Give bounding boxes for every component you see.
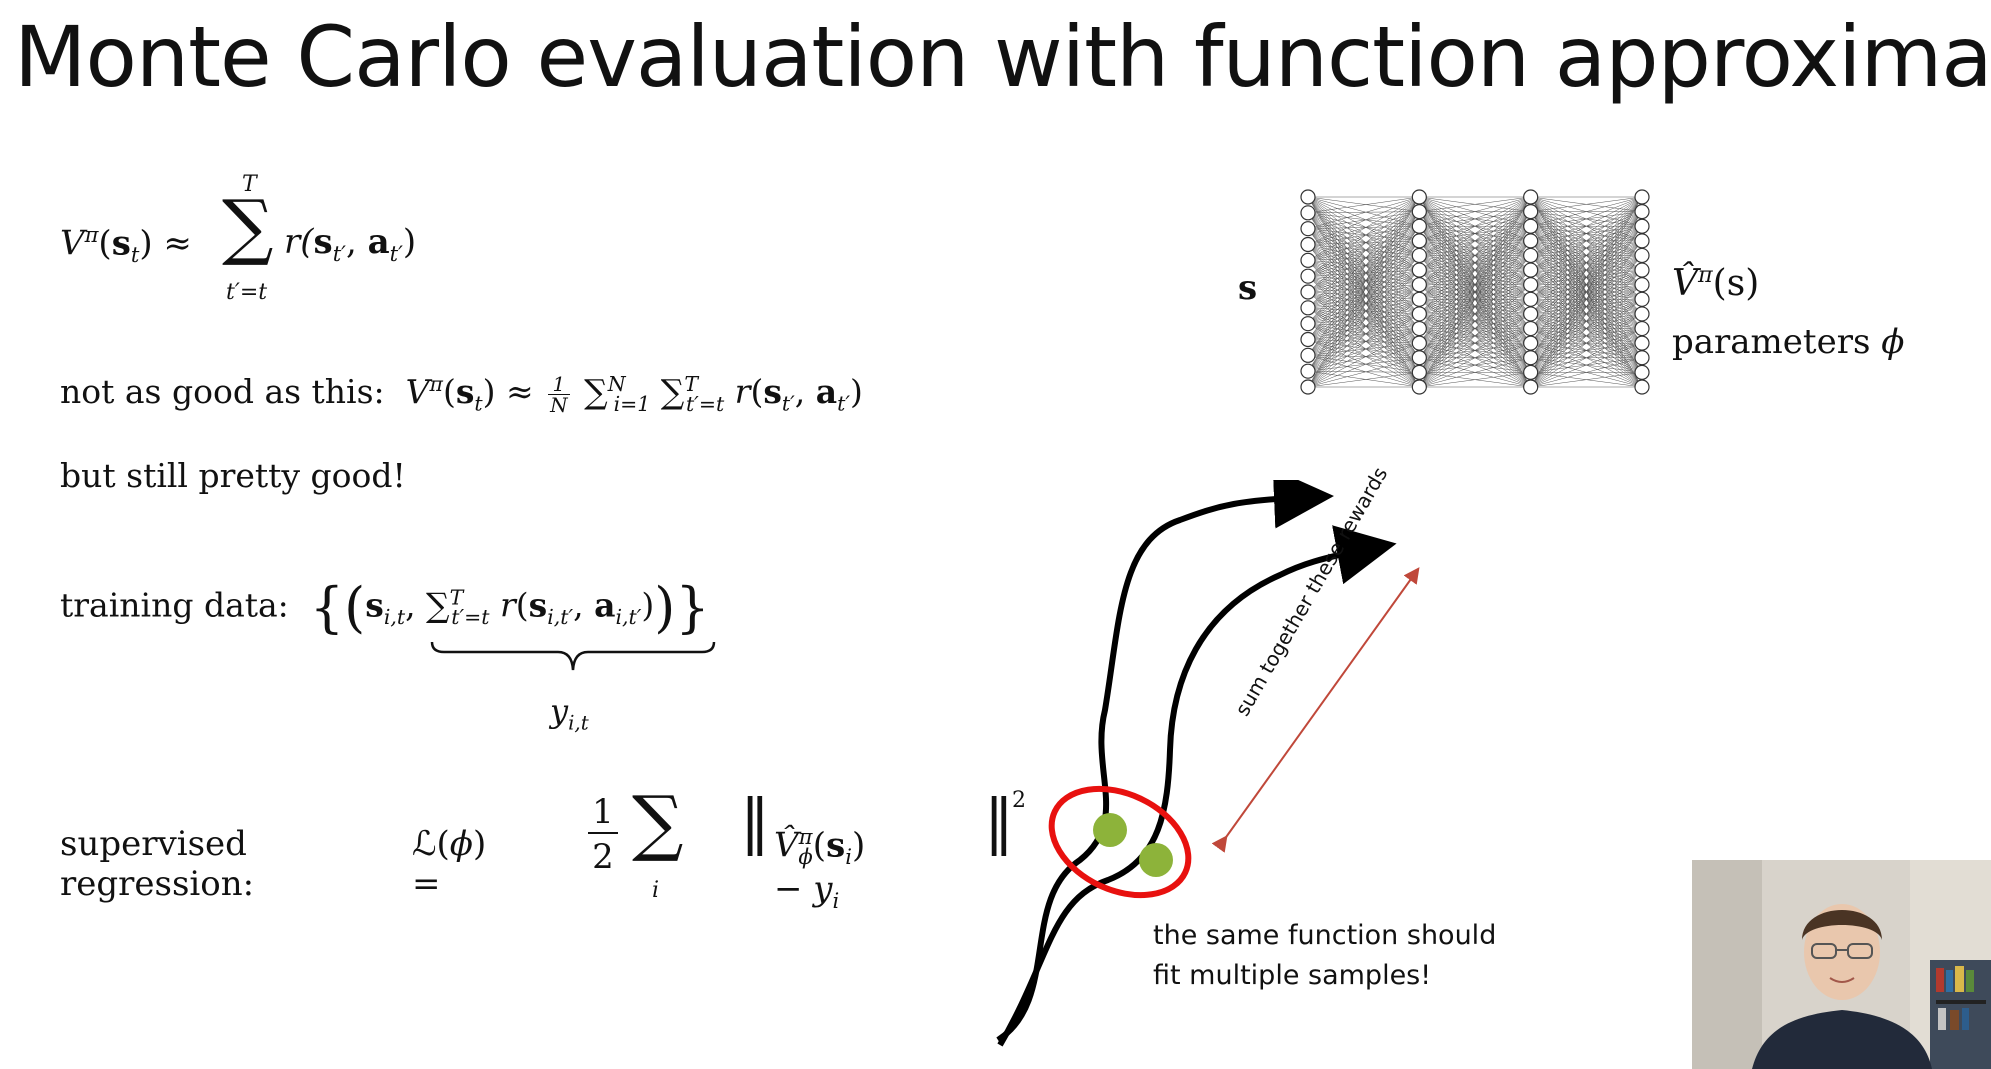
network-node-layer-3 — [1523, 350, 1539, 366]
network-node-layer-2 — [1411, 350, 1427, 366]
network-node-layer-1 — [1300, 379, 1316, 395]
network-node-layer-2 — [1411, 306, 1427, 322]
network-node-layer-4 — [1634, 320, 1650, 337]
neural-network-diagram — [1300, 189, 1650, 395]
reward-term: r(st′, at′) — [284, 222, 417, 266]
network-node-layer-1 — [1300, 331, 1316, 348]
still-good-text: but still pretty good! — [60, 456, 406, 495]
diagram-note: the same function should fit multiple sa… — [1153, 920, 1497, 991]
network-node-layer-4 — [1634, 189, 1650, 205]
network-node-layer-4 — [1634, 291, 1650, 307]
network-node-layer-1 — [1300, 363, 1316, 379]
underbrace — [430, 641, 716, 671]
network-node-layer-3 — [1523, 204, 1539, 220]
network-node-layer-2 — [1411, 218, 1427, 234]
value-lhs: Vπ(st) ≈ — [60, 222, 192, 268]
network-node-layer-2 — [1411, 262, 1427, 278]
network-node-layer-2 — [1411, 320, 1427, 337]
network-node-layer-1 — [1300, 284, 1316, 300]
network-node-layer-3 — [1523, 364, 1539, 380]
network-node-layer-3 — [1523, 189, 1539, 205]
network-node-layer-2 — [1411, 277, 1427, 293]
network-node-layer-4 — [1634, 204, 1650, 220]
network-node-layer-3 — [1523, 218, 1539, 234]
network-node-layer-3 — [1523, 379, 1539, 395]
network-node-layer-2 — [1411, 247, 1427, 264]
network-node-layer-1 — [1300, 300, 1316, 316]
network-node-layer-4 — [1634, 306, 1650, 322]
presenter-webcam — [1692, 860, 1991, 1069]
network-node-layer-1 — [1300, 221, 1316, 237]
network-node-layer-1 — [1300, 189, 1316, 205]
network-node-layer-4 — [1634, 262, 1650, 278]
trajectory-diagram — [996, 480, 1420, 1047]
network-output-label: V̂π(s) — [1672, 262, 1760, 304]
network-input-label: s — [1238, 268, 1258, 308]
network-node-layer-4 — [1634, 233, 1650, 249]
network-node-layer-3 — [1523, 277, 1539, 293]
network-parameters-label: parameters ϕ — [1672, 322, 1905, 362]
sample-dot-2 — [1139, 843, 1173, 877]
network-node-layer-2 — [1411, 291, 1427, 307]
network-node-layer-3 — [1523, 233, 1539, 249]
network-node-layer-4 — [1634, 277, 1650, 293]
network-connections — [1307, 196, 1643, 388]
network-node-layer-4 — [1634, 379, 1650, 395]
network-node-layer-3 — [1523, 335, 1539, 351]
slide-title: Monte Carlo evaluation with function app… — [14, 8, 1991, 106]
reward-range-arrow — [1211, 567, 1420, 853]
highlight-ellipse — [1048, 785, 1192, 899]
network-node-layer-4 — [1634, 364, 1650, 380]
network-node-layer-4 — [1634, 350, 1650, 366]
network-node-layer-2 — [1411, 189, 1427, 205]
network-node-layer-3 — [1523, 247, 1539, 264]
network-node-layer-3 — [1523, 291, 1539, 307]
network-node-layer-1 — [1300, 205, 1316, 221]
network-node-layer-4 — [1634, 247, 1650, 264]
network-node-layer-2 — [1411, 204, 1427, 220]
network-node-layer-2 — [1411, 364, 1427, 380]
sum-upper-limit: T — [242, 172, 257, 197]
network-node-layer-3 — [1523, 306, 1539, 322]
network-node-layer-2 — [1411, 335, 1427, 351]
sum-lower-limit: t′=t — [226, 280, 268, 305]
network-node-layer-3 — [1523, 320, 1539, 337]
network-node-layer-1 — [1300, 252, 1316, 268]
network-node-layer-2 — [1411, 379, 1427, 395]
sample-dot-1 — [1093, 813, 1127, 847]
network-node-layer-1 — [1300, 347, 1316, 363]
network-node-layer-2 — [1411, 233, 1427, 249]
network-node-layer-1 — [1300, 268, 1316, 284]
trajectory-curve-1 — [996, 480, 1334, 1043]
network-node-layer-1 — [1300, 316, 1316, 332]
network-node-layer-4 — [1634, 335, 1650, 351]
network-node-layer-4 — [1634, 218, 1650, 234]
training-data-equation: training data: {(si,t, ∑Tt′=t r(si,t′, a… — [60, 576, 710, 639]
network-node-layer-1 — [1300, 236, 1316, 253]
network-node-layer-3 — [1523, 262, 1539, 278]
sum-symbol: ∑ — [222, 184, 274, 268]
target-label: yi,t — [550, 692, 589, 735]
